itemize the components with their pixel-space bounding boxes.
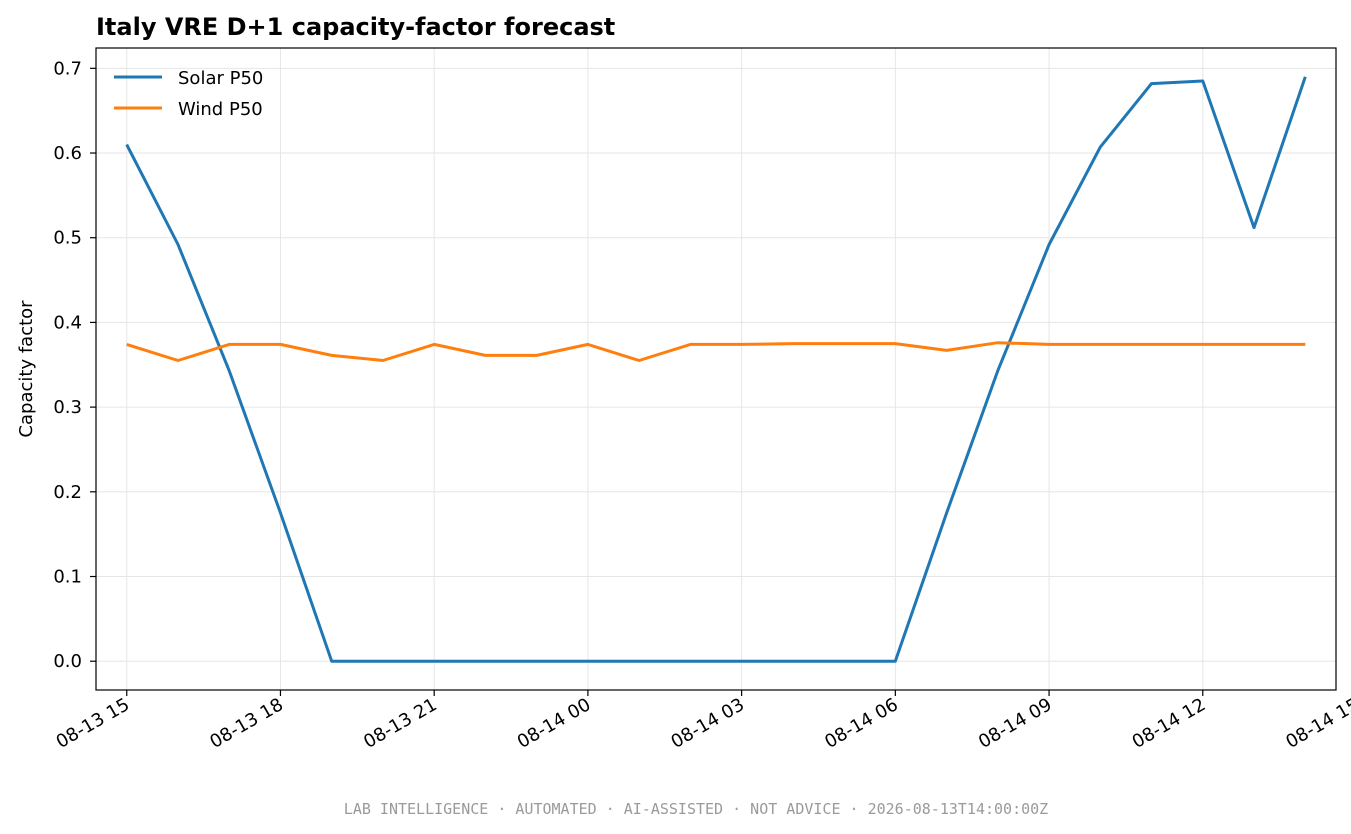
x-tick-label: 08-14 12 bbox=[1129, 694, 1210, 753]
series-line-solar-p50 bbox=[125, 76, 1307, 663]
legend-label-solar: Solar P50 bbox=[178, 68, 263, 89]
grid-lines bbox=[96, 48, 1336, 690]
series-line-wind-p50 bbox=[126, 341, 1306, 362]
y-tick-label: 0.1 bbox=[53, 567, 82, 588]
x-tick-label: 08-13 21 bbox=[360, 694, 441, 753]
x-tick-label: 08-14 15 bbox=[1282, 694, 1351, 753]
y-tick-label: 0.2 bbox=[53, 482, 82, 503]
series-lines bbox=[125, 76, 1307, 663]
chart-title: Italy VRE D+1 capacity-factor forecast bbox=[96, 13, 615, 41]
footer-disclaimer: LAB INTELLIGENCE · AUTOMATED · AI-ASSIST… bbox=[344, 800, 1048, 818]
y-tick-label: 0.0 bbox=[53, 651, 82, 672]
legend-label-wind: Wind P50 bbox=[178, 99, 263, 120]
x-axis: 08-13 15 08-13 18 08-13 21 08-14 00 08-14 03… bbox=[53, 690, 1351, 753]
x-tick-label: 08-14 09 bbox=[975, 694, 1056, 753]
y-axis-label: Capacity factor bbox=[16, 300, 37, 438]
y-axis: 0.0 0.1 0.2 0.3 0.4 0.5 0.6 0.7 bbox=[53, 58, 96, 672]
plot-frame bbox=[95, 47, 1337, 691]
x-tick-label: 08-14 00 bbox=[514, 694, 595, 753]
y-tick-label: 0.3 bbox=[53, 397, 82, 418]
x-tick-label: 08-14 03 bbox=[668, 694, 749, 753]
y-tick-label: 0.7 bbox=[53, 58, 82, 79]
y-tick-label: 0.5 bbox=[53, 228, 82, 249]
y-tick-label: 0.6 bbox=[53, 143, 82, 164]
y-tick-label: 0.4 bbox=[53, 312, 82, 333]
x-tick-label: 08-13 15 bbox=[53, 694, 134, 753]
x-tick-label: 08-13 18 bbox=[206, 694, 287, 753]
legend: Solar P50 Wind P50 bbox=[114, 68, 263, 120]
x-tick-label: 08-14 06 bbox=[821, 694, 902, 753]
